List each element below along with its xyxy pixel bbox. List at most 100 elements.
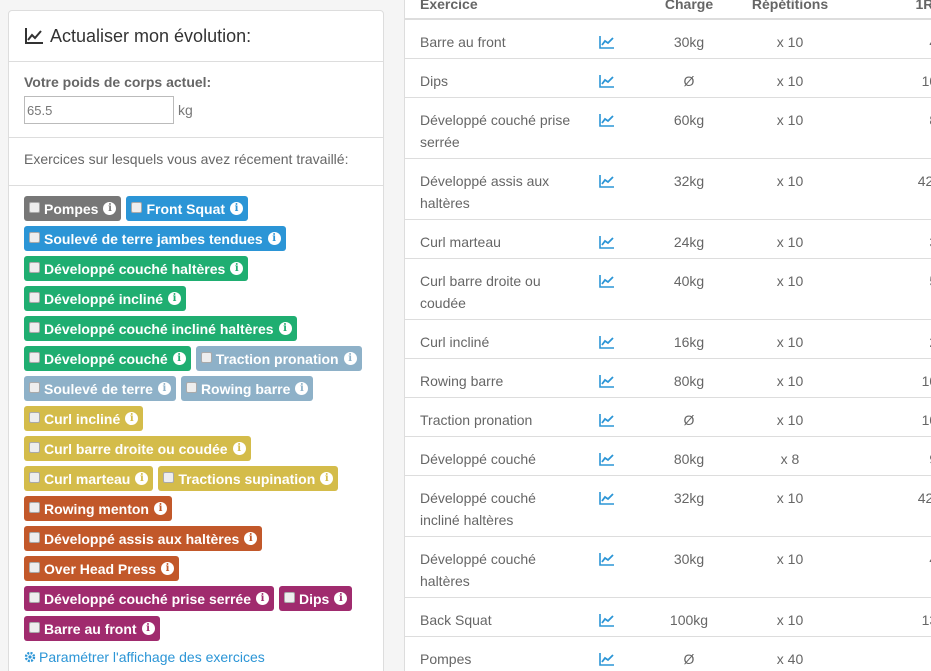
exercise-tag[interactable]: Rowing barre i [180,376,314,401]
checkbox[interactable] [29,471,40,483]
checkbox[interactable] [29,411,40,423]
info-icon[interactable]: i [343,352,357,365]
exercise-tag[interactable]: Développé incliné i [24,286,187,311]
reps-value: x 10 [720,357,860,397]
info-icon[interactable]: i [157,382,171,395]
exercise-tag-label: Curl barre droite ou coudée [44,440,228,457]
line-chart-icon[interactable] [599,613,615,627]
line-chart-icon[interactable] [599,413,615,427]
exercise-name: Curl barre droite ou coudée [405,257,583,319]
checkbox[interactable] [29,321,40,333]
evolution-panel: Actualiser mon évolution: Votre poids de… [8,10,384,671]
info-icon[interactable]: i [267,232,281,245]
line-chart-icon[interactable] [599,74,615,88]
exercise-tag-label: Soulevé de terre jambes tendues [44,230,263,247]
info-icon[interactable]: i [334,592,348,605]
exercise-tag[interactable]: Développé couché incliné haltères i [24,316,297,341]
exercise-tag-label: Curl incliné [44,410,121,427]
line-chart-icon[interactable] [599,491,615,505]
exercise-tag[interactable]: Curl marteau i [24,466,154,491]
info-icon[interactable]: i [135,472,149,485]
exercise-tag[interactable]: Dips i [279,586,353,611]
checkbox[interactable] [29,441,40,453]
exercise-tag[interactable]: Front Squat i [126,196,249,221]
checkbox[interactable] [29,381,40,393]
exercise-tag[interactable]: Développé assis aux haltères i [24,526,263,551]
checkbox[interactable] [29,561,40,573]
one-rm-value: 102 [860,396,931,436]
line-chart-icon[interactable] [599,652,615,666]
checkbox[interactable] [29,531,40,543]
checkbox[interactable] [29,261,40,273]
info-icon[interactable]: i [256,592,269,605]
info-icon[interactable]: i [230,202,244,215]
info-icon[interactable]: i [154,502,167,515]
exercise-tag-label: Front Squat [146,200,226,217]
exercise-name: Développé assis aux haltères [405,157,583,219]
info-icon[interactable]: i [278,322,292,335]
line-chart-icon[interactable] [599,552,615,566]
checkbox[interactable] [163,471,175,483]
checkbox[interactable] [29,231,40,243]
checkbox[interactable] [29,201,40,213]
exercise-tag[interactable]: Curl barre droite ou coudée i [24,436,251,461]
one-rm-value: 32 [860,218,931,258]
exercise-tag[interactable]: Rowing menton i [24,496,172,521]
exercise-tag[interactable]: Pompes i [24,196,122,221]
line-chart-icon[interactable] [599,335,615,349]
chart-cell [583,535,658,597]
line-chart-icon[interactable] [599,174,615,188]
line-chart-icon[interactable] [599,235,615,249]
tag-row: Curl incliné i [24,406,383,436]
exercise-tag[interactable]: Over Head Press i [24,556,180,581]
line-chart-icon[interactable] [599,35,615,49]
line-chart-icon[interactable] [599,274,615,288]
weight-input[interactable] [24,96,174,124]
info-icon[interactable]: i [232,442,246,455]
exercise-tag[interactable]: Développé couché i [24,346,191,371]
tag-row: Curl marteau i Tractions supination i [24,466,383,496]
line-chart-icon[interactable] [599,452,615,466]
exercise-tag[interactable]: Soulevé de terre jambes tendues i [24,226,286,251]
info-icon[interactable]: i [141,622,155,635]
line-chart-icon[interactable] [599,374,615,388]
info-icon[interactable]: i [172,352,186,365]
checkbox[interactable] [131,201,143,213]
header-1rm: 1RM [860,0,931,20]
exercise-tag[interactable]: Soulevé de terre i [24,376,176,401]
tag-row: Développé couché prise serrée i Dips i [24,586,383,616]
exercise-tag[interactable]: Traction pronation i [195,346,362,371]
info-icon[interactable]: i [230,262,244,275]
checkbox[interactable] [29,501,40,513]
charge-value: Ø [658,57,720,97]
header-charge: Charge [658,0,720,20]
exercise-tag[interactable]: Développé couché prise serrée i [24,586,274,611]
exercise-tag[interactable]: Curl incliné i [24,406,144,431]
checkbox[interactable] [29,351,40,363]
info-icon[interactable]: i [103,202,117,215]
settings-link-label[interactable]: Paramétrer l'affichage des exercices [39,649,265,665]
chart-cell [583,257,658,319]
exercise-tag[interactable]: Barre au front i [24,616,160,641]
info-icon[interactable]: i [295,382,309,395]
info-icon[interactable]: i [161,562,175,575]
checkbox[interactable] [284,591,295,603]
charge-value: 32kg [658,157,720,219]
settings-link[interactable]: Paramétrer l'affichage des exercices [24,649,265,665]
checkbox[interactable] [29,591,40,603]
exercise-tag[interactable]: Tractions supination i [158,466,339,491]
chart-cell [583,218,658,258]
checkbox[interactable] [185,381,197,393]
checkbox[interactable] [29,621,40,633]
info-icon[interactable]: i [320,472,334,485]
info-icon[interactable]: i [168,292,182,305]
info-icon[interactable]: i [244,532,258,545]
exercise-tag[interactable]: Développé couché haltères i [24,256,249,281]
checkbox[interactable] [200,351,212,363]
info-icon[interactable]: i [125,412,139,425]
line-chart-icon[interactable] [599,113,615,127]
checkbox[interactable] [29,291,40,303]
header-chart [583,0,658,20]
reps-value: x 10 [720,218,860,258]
